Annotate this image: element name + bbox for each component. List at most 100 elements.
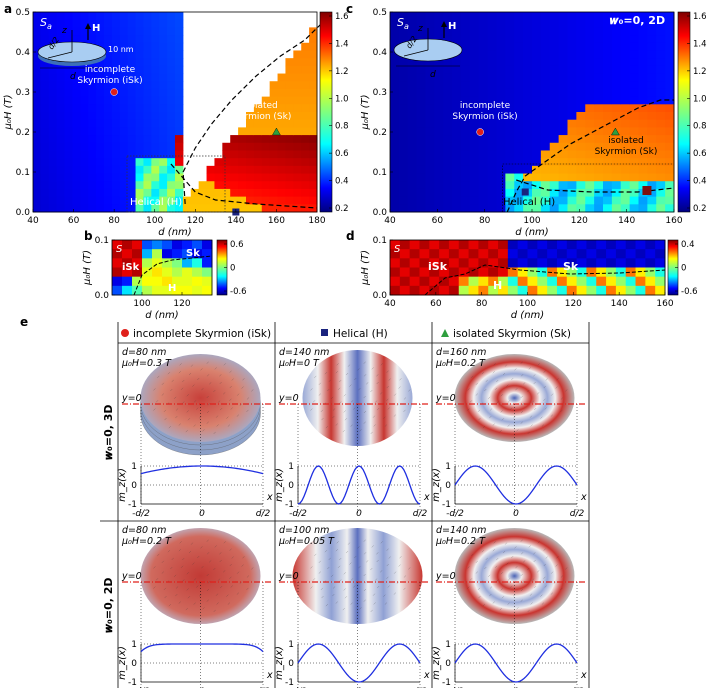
y-tick-label: 0.0 <box>95 291 110 301</box>
x-tick-label: 120 <box>565 299 582 309</box>
y-axis-label: μ₀H (T) <box>360 250 371 286</box>
mz-y-label: m_z(x) <box>274 468 285 502</box>
x-tick-label: 60 <box>432 216 444 226</box>
colorbar-tick-label: 1.0 <box>335 94 349 104</box>
mz-y-label: m_z(x) <box>117 646 128 680</box>
colorbar-tick-label: -0.6 <box>681 287 698 297</box>
mz-x-label: x <box>423 492 430 503</box>
panel-b-colorbar: 0.6 0 -0.6 <box>216 239 247 297</box>
marker-isk <box>110 88 118 96</box>
y-tick-label: 0.3 <box>373 88 387 98</box>
spin-disk <box>454 528 575 624</box>
mz-x-tick: 0 <box>356 509 362 519</box>
mz-x-tick: d/2 <box>570 509 585 519</box>
y-tick-label: 0.1 <box>373 236 387 246</box>
colorbar-tick-label: -0.6 <box>230 287 247 297</box>
panel-a-label-isk: incomplete Skyrmion (iSk) <box>77 65 142 86</box>
mz-y-tick: 0 <box>445 659 451 669</box>
panel-c-label-isk: incomplete Skyrmion (iSk) <box>452 101 517 122</box>
colorbar-tick-label: 1.2 <box>335 67 349 77</box>
colorbar-tick-label: 0.6 <box>693 149 707 159</box>
cell-d-label: d=80 nm <box>122 525 166 536</box>
mz-y-tick: -1 <box>442 500 451 510</box>
panel-a-condition: 𝒘₀=0, 3D <box>254 14 310 27</box>
inset-c-h: H <box>448 21 456 32</box>
spin-disk <box>454 354 575 442</box>
panel-a-heatmap <box>33 12 322 216</box>
colorbar-tick-label: 0.4 <box>693 177 707 187</box>
x-axis-label: d (nm) <box>515 227 548 238</box>
panel-c-label-h: Helical (H) <box>503 197 555 208</box>
inset-c-d: d <box>430 70 436 80</box>
y-tick-label: 0.5 <box>373 8 387 18</box>
colorbar-tick-label: 0.8 <box>693 122 707 132</box>
boundary-line <box>133 255 213 296</box>
spin-disk <box>302 350 413 446</box>
y-axis-label: μ₀H (T) <box>82 250 93 286</box>
x-tick-label: 60 <box>430 299 442 309</box>
mz-curve <box>454 465 578 505</box>
mz-x-tick: 0 <box>199 509 205 519</box>
panel-b-heatmap <box>112 240 213 296</box>
mz-y-tick: 0 <box>131 481 137 491</box>
x-tick-label: 40 <box>27 216 39 226</box>
y-tick-label: 0.0 <box>373 208 388 218</box>
panel-d-label-h: H <box>493 279 502 292</box>
col-header-isk: incomplete Skyrmion (iSk) <box>121 328 271 340</box>
y-tick-label: 0.4 <box>373 48 388 58</box>
y-tick-label: 0.3 <box>16 88 30 98</box>
panel-d-label-isk: iSk <box>428 260 448 273</box>
mz-y-tick: -1 <box>442 678 451 688</box>
x-tick-label: 100 <box>133 299 150 309</box>
panel-d-letter: d <box>346 229 355 243</box>
panel-b-letter: b <box>84 229 93 243</box>
x-axis-label: d (nm) <box>145 310 178 321</box>
colorbar-tick-label: 1.6 <box>335 12 349 22</box>
mz-y-tick: -1 <box>285 500 294 510</box>
x-tick-label: 100 <box>519 299 536 309</box>
colorbar-tick-label: 0.2 <box>693 204 707 214</box>
colorbar-tick-label: 0.6 <box>230 240 244 250</box>
mz-x-label: x <box>580 670 587 681</box>
panel-c-tag: Sa <box>397 16 409 31</box>
x-tick-label: 60 <box>68 216 80 226</box>
x-tick-label: 40 <box>384 299 396 309</box>
mz-y-tick: 1 <box>288 640 294 650</box>
boundary-line <box>182 23 322 205</box>
panel-c-axes: 40 60 80 100 120 140 160 0.0 0.1 0.2 0.3 0.4 0.5 d (n… <box>360 8 683 238</box>
y0-label: y=0 <box>278 393 299 404</box>
mz-x-label: x <box>423 670 430 681</box>
col-header-h: Helical (H) <box>321 328 388 340</box>
boundary-line <box>506 99 674 213</box>
x-tick-label: 120 <box>173 299 190 309</box>
y0-label: y=0 <box>278 571 299 582</box>
x-tick-label: 140 <box>227 216 244 226</box>
panel-d-axes: 40 60 80 100 120 140 160 0.0 0.1 d (nm) μ₀H (T) <box>360 236 674 321</box>
mz-y-tick: -1 <box>128 500 137 510</box>
mz-y-tick: 0 <box>131 659 137 669</box>
panel-b-axes: 100 120 0.0 0.1 d (nm) μ₀H (T) <box>82 236 191 321</box>
panel-a-colorbar: 1.6 1.4 1.2 1.0 0.8 0.6 0.4 0.2 <box>319 11 349 214</box>
panel-c-letter: c <box>346 2 353 16</box>
colorbar-tick-label: 1.4 <box>693 39 707 49</box>
mz-y-tick: -1 <box>128 678 137 688</box>
row-label-3d: 𝒘₀=0, 3D <box>102 404 115 460</box>
cell-d-label: d=140 nm <box>279 347 329 358</box>
spin-disk <box>140 354 261 442</box>
inset-z: z <box>61 26 67 36</box>
panel-b-label-sk: Sk <box>186 248 200 259</box>
panel-c: c 40 60 80 100 120 140 160 0.0 0.1 0.2 0.3 0.4 0.5 d … <box>346 2 707 238</box>
mz-curve <box>454 643 578 683</box>
boundary-line <box>170 163 318 209</box>
mz-curve <box>297 643 421 683</box>
colorbar-tick-label: 0.4 <box>681 240 695 250</box>
y0-label: y=0 <box>121 393 142 404</box>
mz-y-label: m_z(x) <box>274 646 285 680</box>
panel-c-label-sk: isolated Skyrmion (Sk) <box>595 136 658 157</box>
colorbar-tick-label: 1.0 <box>693 94 707 104</box>
